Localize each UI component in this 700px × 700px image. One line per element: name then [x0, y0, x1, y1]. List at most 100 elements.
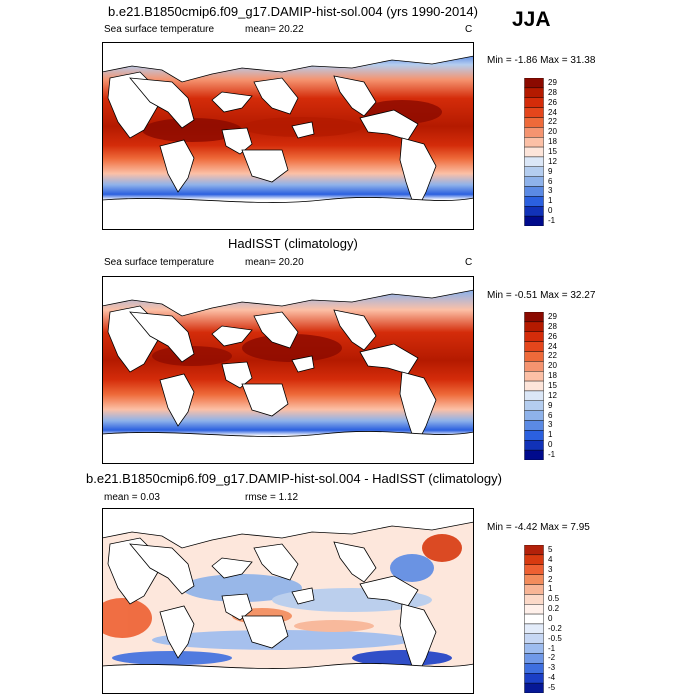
colorbar-swatch [524, 613, 544, 625]
colorbar-tick-label: 9 [548, 400, 553, 410]
colorbar-swatch [524, 78, 544, 89]
colorbar-tick-label: -1 [548, 216, 556, 226]
colorbar-tick-label: 2 [548, 574, 553, 584]
colorbar-swatch [524, 206, 544, 217]
colorbar-tick-label: 29 [548, 311, 557, 321]
colorbar-swatch [524, 643, 544, 654]
colorbar-swatch [524, 361, 544, 372]
colorbar-tick-label: 26 [548, 97, 557, 107]
colorbar-tick-label: -0.2 [548, 623, 562, 633]
colorbar-tick-label: 24 [548, 107, 557, 117]
colorbar-tick-label: 20 [548, 361, 557, 371]
colorbar-tick-label: 28 [548, 321, 557, 331]
colorbar-model [524, 78, 544, 226]
colorbar-swatch [524, 653, 544, 664]
colorbar-swatch [524, 97, 544, 108]
units-label-model: C [465, 24, 473, 35]
sst-difference-map [102, 508, 474, 694]
colorbar-tick-label: 9 [548, 166, 553, 176]
colorbar-tick-label: -5 [548, 683, 556, 693]
season-label: JJA [512, 8, 551, 31]
colorbar-tick-label: 0 [548, 440, 553, 450]
colorbar-swatch [524, 146, 544, 158]
colorbar-swatch [524, 196, 544, 207]
colorbar-tick-label: 28 [548, 87, 557, 97]
minmax-label-diff: Min = -4.42 Max = 7.95 [487, 522, 590, 533]
colorbar-swatch [524, 410, 544, 421]
colorbar-swatch [524, 166, 544, 177]
panel-title-obs: HadISST (climatology) [228, 236, 358, 251]
variable-label-obs: Sea surface temperature [104, 257, 215, 268]
colorbar-swatch [524, 176, 544, 187]
colorbar-swatch [524, 604, 544, 615]
colorbar-tick-label: 1 [548, 196, 553, 206]
colorbar-swatch [524, 574, 544, 585]
colorbar-tick-label: -1 [548, 450, 556, 460]
colorbar-tick-label: 26 [548, 331, 557, 341]
colorbar-tick-label: 12 [548, 390, 557, 400]
colorbar-swatch [524, 127, 544, 138]
colorbar-swatch [524, 87, 544, 98]
colorbar-swatch [524, 186, 544, 197]
colorbar-tick-label: -0.5 [548, 633, 562, 643]
colorbar-swatch [524, 331, 544, 342]
colorbar-swatch [524, 137, 544, 148]
colorbar-tick-label: -1 [548, 643, 556, 653]
colorbar-tick-label: 3 [548, 420, 553, 430]
colorbar-swatch [524, 673, 544, 684]
units-label-obs: C [465, 257, 473, 268]
rmse-label-diff: rmse = 1.12 [245, 492, 299, 503]
colorbar-tick-label: 6 [548, 176, 553, 186]
colorbar-tick-label: 20 [548, 127, 557, 137]
land-masses-obs [102, 276, 474, 464]
colorbar-tick-label: 3 [548, 564, 553, 574]
colorbar-tick-label: 4 [548, 554, 553, 564]
colorbar-swatch [524, 545, 544, 556]
colorbar-tick-label: 5 [548, 544, 553, 554]
colorbar-tick-label: 29 [548, 77, 557, 87]
panel-title-diff: b.e21.B1850cmip6.f09_g17.DAMIP-hist-sol.… [86, 471, 502, 486]
colorbar-tick-label: -4 [548, 673, 556, 683]
colorbar-tick-label: 0.5 [548, 594, 560, 604]
colorbar-tick-label: -3 [548, 663, 556, 673]
colorbar-swatch [524, 341, 544, 352]
colorbar-swatch [524, 420, 544, 431]
colorbar-swatch [524, 682, 544, 693]
colorbar-swatch [524, 156, 544, 168]
colorbar-tick-label: 24 [548, 341, 557, 351]
colorbar-swatch [524, 400, 544, 411]
colorbar-tick-label: 18 [548, 371, 557, 381]
colorbar-swatch [524, 564, 544, 575]
land-masses-model [102, 42, 474, 230]
colorbar-tick-label: 15 [548, 381, 557, 390]
colorbar-tick-label: 0.2 [548, 604, 560, 614]
minmax-label-obs: Min = -0.51 Max = 32.27 [487, 290, 596, 301]
colorbar-tick-label: 1 [548, 584, 553, 594]
land-masses-diff [102, 508, 474, 694]
colorbar-tick-label: 18 [548, 137, 557, 147]
colorbar-tick-label: 0 [548, 614, 553, 623]
colorbar-swatch [524, 351, 544, 362]
colorbar-swatch [524, 117, 544, 128]
colorbar-swatch [524, 594, 544, 605]
panel-title-model: b.e21.B1850cmip6.f09_g17.DAMIP-hist-sol.… [108, 4, 478, 19]
mean-label-diff: mean = 0.03 [104, 492, 160, 503]
colorbar-tick-label: 12 [548, 156, 557, 166]
colorbar-swatch [524, 663, 544, 674]
colorbar-swatch [524, 371, 544, 382]
minmax-label-model: Min = -1.86 Max = 31.38 [487, 55, 596, 66]
colorbar-swatch [524, 584, 544, 595]
colorbar-tick-label: 6 [548, 410, 553, 420]
sst-map-obs [102, 276, 474, 464]
colorbar-swatch [524, 215, 544, 226]
colorbar-tick-label: 3 [548, 186, 553, 196]
colorbar-swatch [524, 440, 544, 451]
colorbar-swatch [524, 449, 544, 460]
mean-label-model: mean= 20.22 [245, 24, 304, 35]
colorbar-swatch [524, 312, 544, 323]
colorbar-tick-label: 15 [548, 147, 557, 156]
colorbar-swatch [524, 430, 544, 441]
colorbar-swatch [524, 390, 544, 402]
colorbar-swatch [524, 633, 544, 644]
colorbar-tick-label: 22 [548, 351, 557, 361]
